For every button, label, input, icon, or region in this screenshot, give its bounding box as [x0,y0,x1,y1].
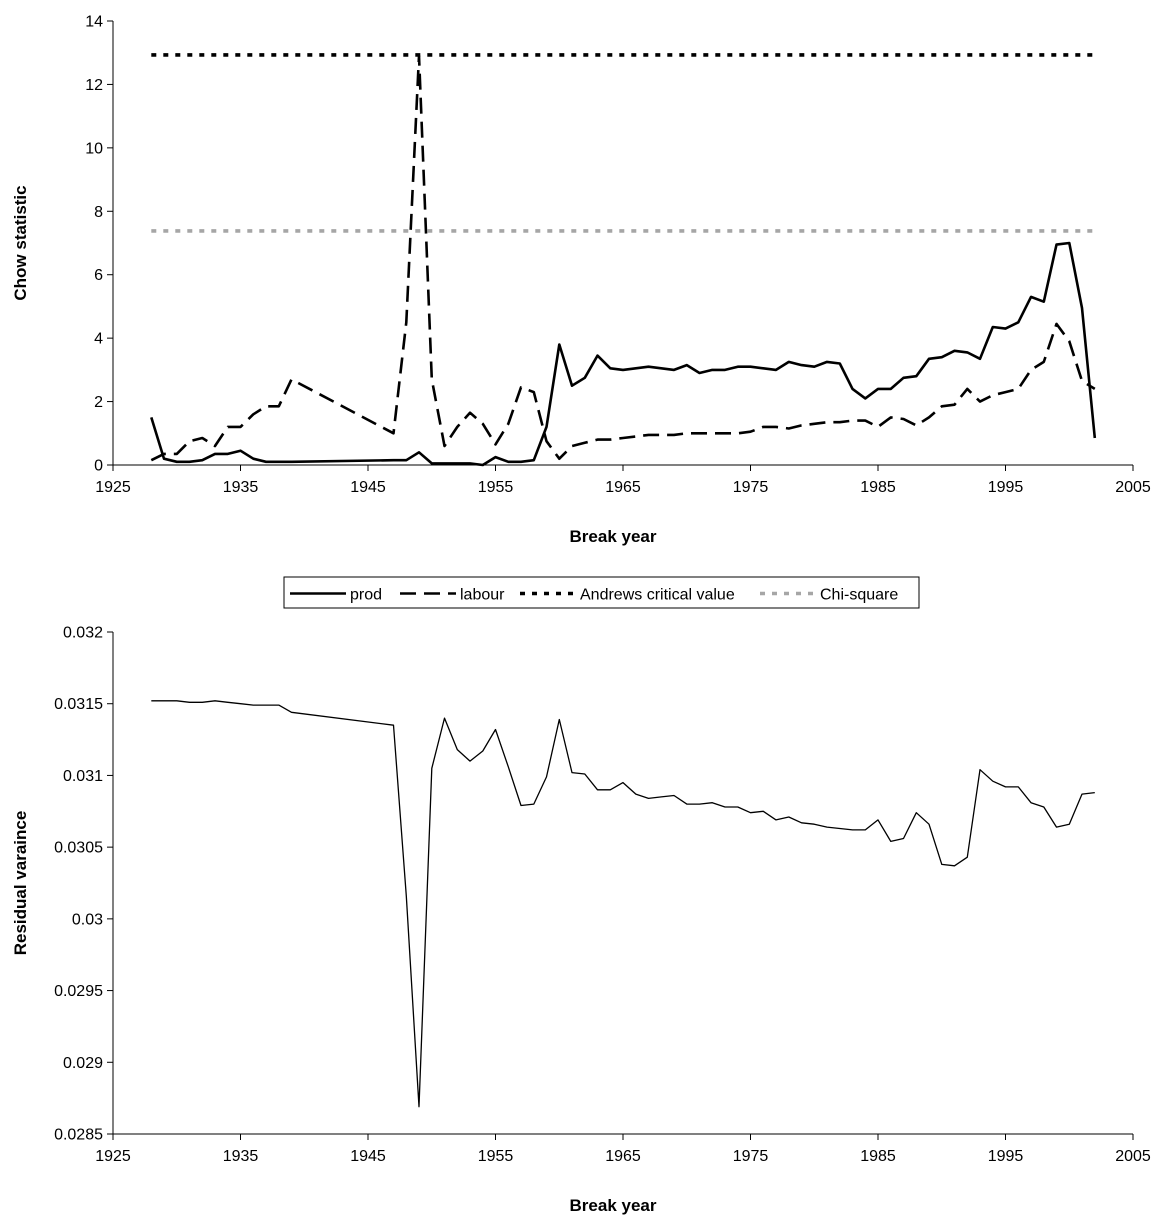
x-tick-label: 1975 [733,479,769,496]
y-tick-label: 6 [94,267,103,284]
y-tick-label: 0.029 [63,1055,103,1072]
x-tick-label: 1925 [95,1148,131,1165]
series-line-series-0 [151,700,1095,1108]
series-line-labour [150,54,1096,462]
x-tick-label: 1935 [223,1148,259,1165]
y-tick-label: 0.032 [63,625,103,642]
series-line-prod [150,241,1097,467]
legend-label: Andrews critical value [580,587,735,604]
y-tick-label: 4 [94,331,103,348]
chow-statistic-chart: 0 2 4 6 8 10 12 14 1925 1935 1945 1955 1965 1975 1985 1… [11,14,1151,609]
x-tick-label: 1955 [478,479,514,496]
x-tick-label: 1995 [988,1148,1024,1165]
y-axis-title: Residual varaince [11,811,30,956]
x-tick-label: 1975 [733,1148,769,1165]
y-tick-label: 2 [94,394,103,411]
x-tick-label: 2005 [1115,1148,1151,1165]
y-tick-label: 14 [85,14,103,31]
y-tick-label: 0.0295 [54,983,103,1000]
x-tick-label: 2005 [1115,479,1151,496]
x-tick-label: 1945 [350,479,386,496]
residual-variance-chart: 0.0285 0.029 0.0295 0.03 0.0305 0.031 0.0315 0.… [11,625,1151,1216]
y-tick-label: 0.03 [72,911,103,928]
y-tick-label: 0.0315 [54,696,103,713]
chart-legend: prod labour Andrews critical value Chi-squa… [283,576,920,609]
y-tick-label: 0.0305 [54,840,103,857]
y-tick-label: 0 [94,458,103,475]
x-tick-label: 1935 [223,479,259,496]
legend-label: Chi-square [820,587,898,604]
x-tick-label: 1925 [95,479,131,496]
legend-frame [283,576,920,609]
x-tick-label: 1965 [605,479,641,496]
x-tick-label: 1945 [350,1148,386,1165]
y-tick-label: 0.031 [63,768,103,785]
x-tick-label: 1955 [478,1148,514,1165]
y-tick-label: 8 [94,204,103,221]
x-tick-label: 1995 [988,479,1024,496]
y-tick-label: 10 [85,140,103,157]
y-axis-title: Chow statistic [11,185,30,300]
x-tick-label: 1985 [860,479,896,496]
x-axis-title: Break year [570,527,657,546]
x-axis-title: Break year [570,1196,657,1215]
x-tick-label: 1985 [860,1148,896,1165]
y-tick-label: 12 [85,77,103,94]
y-tick-label: 0.0285 [54,1127,103,1144]
legend-label: labour [460,587,505,604]
x-tick-label: 1965 [605,1148,641,1165]
legend-label: prod [350,587,382,604]
